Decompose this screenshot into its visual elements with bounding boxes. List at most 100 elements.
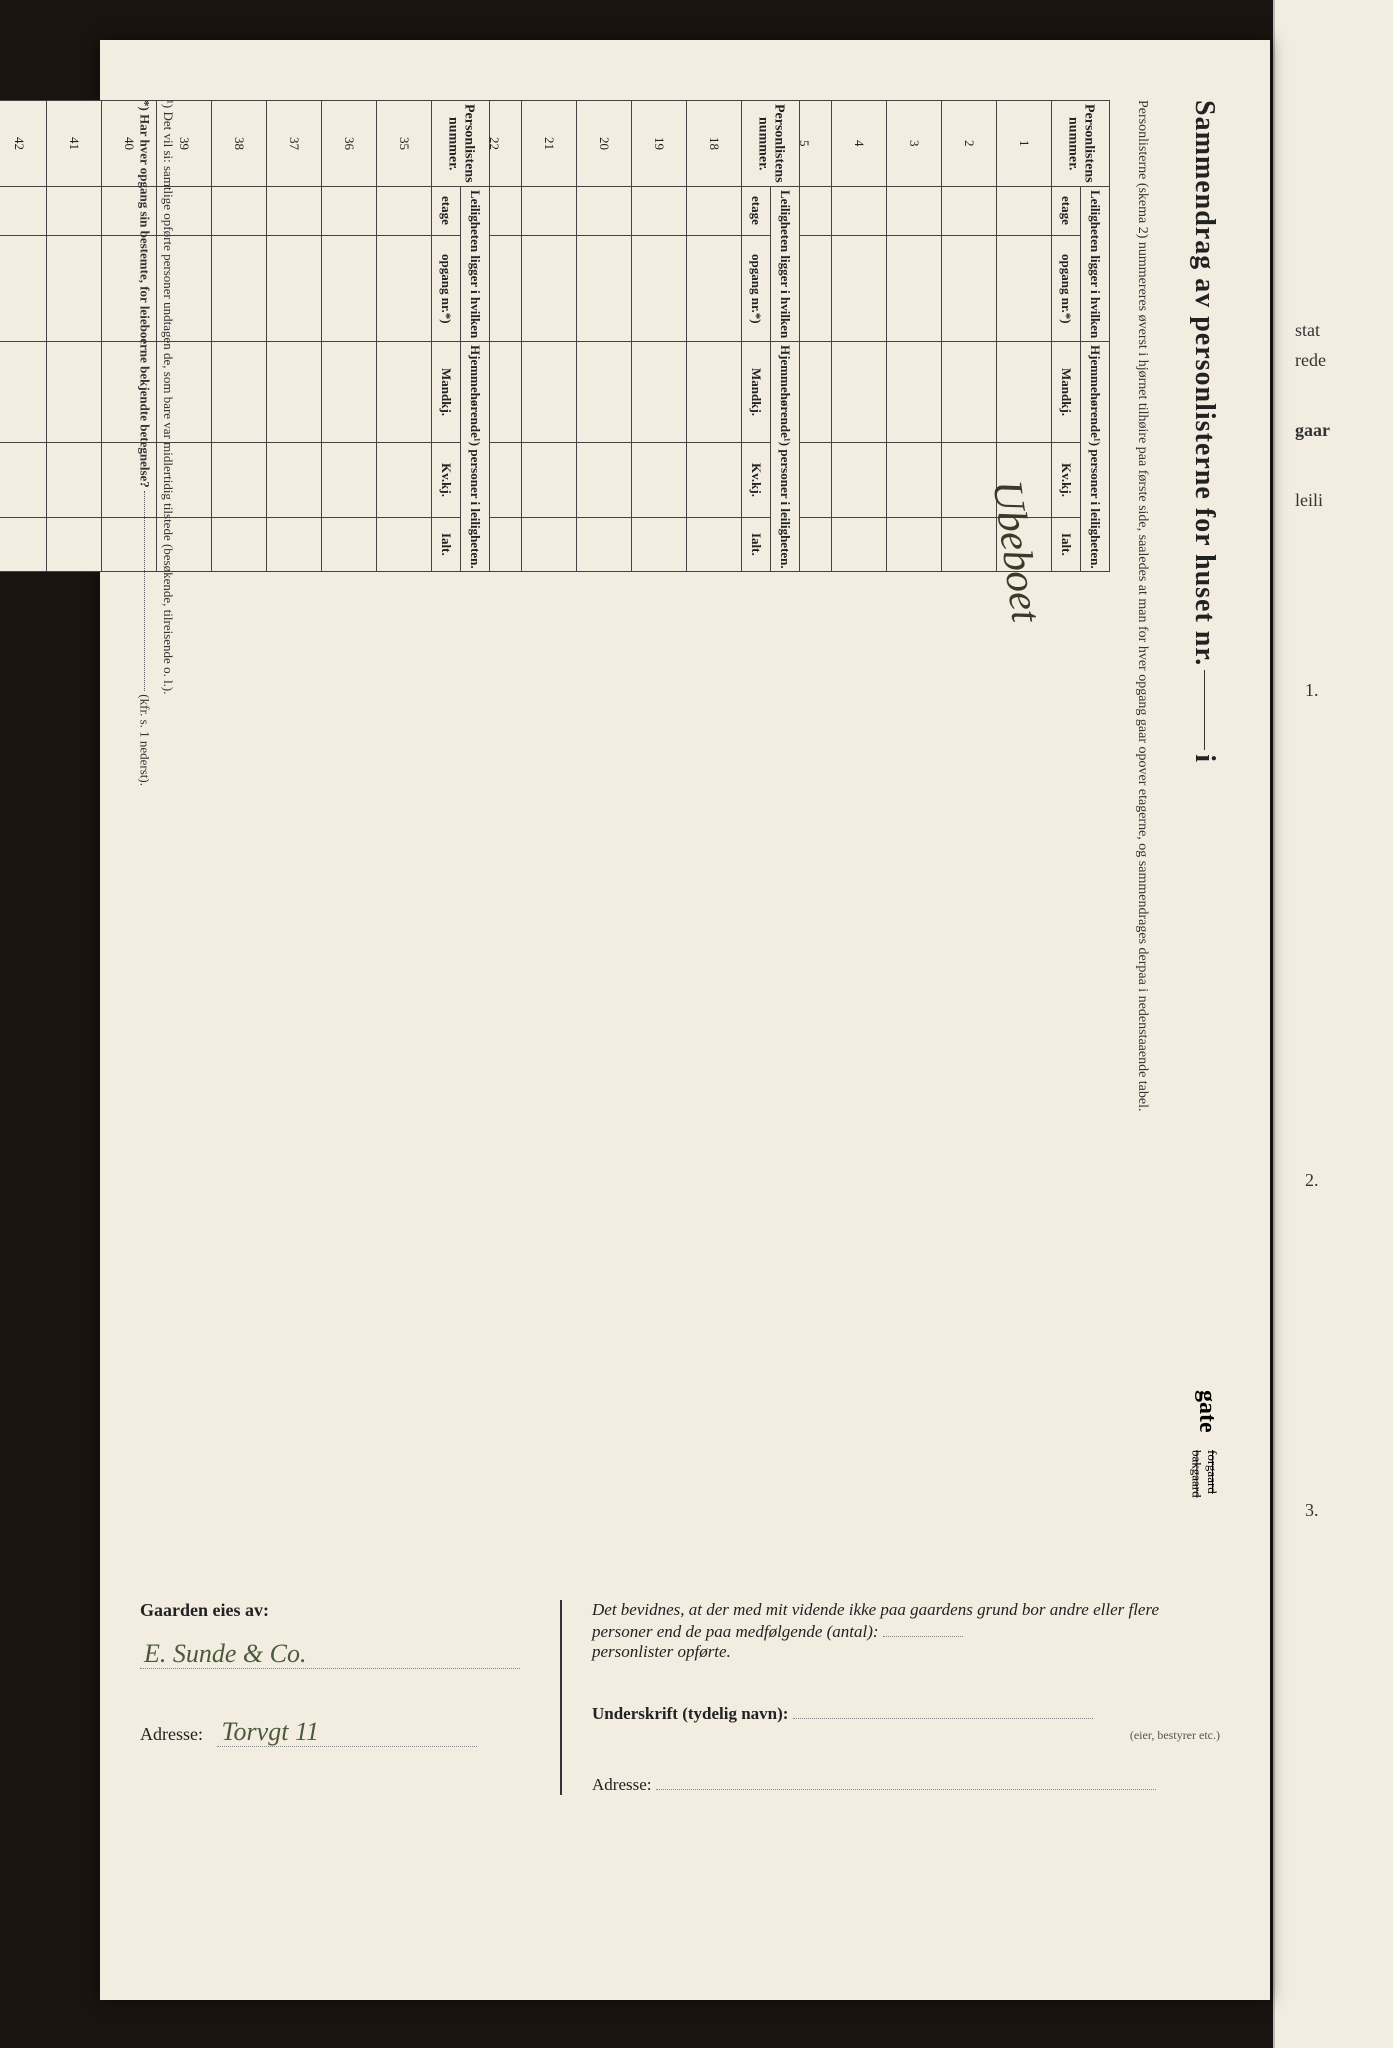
data-cell <box>887 442 942 517</box>
data-cell <box>0 517 47 572</box>
data-cell <box>377 236 432 342</box>
row-number: 42 <box>0 101 47 187</box>
table-row: 18 <box>687 101 742 572</box>
row-number: 4 <box>832 101 887 187</box>
hdr-mandkj: Mandkj. <box>1052 341 1081 442</box>
data-cell <box>577 442 632 517</box>
data-cell <box>577 186 632 235</box>
data-cell <box>522 186 577 235</box>
data-cell <box>577 517 632 572</box>
row-number: 2 <box>942 101 997 187</box>
data-cell <box>212 186 267 235</box>
data-cell <box>632 236 687 342</box>
data-cell <box>632 517 687 572</box>
data-cell <box>212 341 267 442</box>
data-cell <box>267 341 322 442</box>
data-cell <box>47 517 102 572</box>
data-cell <box>322 236 377 342</box>
table-row: 19 <box>632 101 687 572</box>
attest-text: Det bevidnes, at der med mit vidende ikk… <box>592 1600 1220 1662</box>
bakgaard-label: bakgaard <box>1189 1450 1204 1498</box>
data-cell <box>832 236 887 342</box>
table-block-3: Personlistens nummer.Leiligheten ligger … <box>0 100 490 1530</box>
data-cell <box>0 442 47 517</box>
row-number: 37 <box>267 101 322 187</box>
data-cell <box>322 442 377 517</box>
attest-address-blank <box>656 1773 1156 1790</box>
owner-block: Gaarden eies av: E. Sunde & Co. Adresse:… <box>140 1600 520 1777</box>
data-cell <box>887 517 942 572</box>
row-number: 36 <box>322 101 377 187</box>
main-title: Sammendrag av personlisterne for huset n… <box>1189 100 1220 666</box>
title-block: Sammendrag av personlisterne for huset n… <box>1160 100 1220 1530</box>
census-table-3: Personlistens nummer.Leiligheten ligger … <box>0 100 490 572</box>
frag-gaar: gaar <box>1295 420 1330 441</box>
subtitle: Personlisterne (skema 2) nummereres øver… <box>1134 100 1150 1530</box>
row-number: 18 <box>687 101 742 187</box>
hdr-opgang: opgang nr.*) <box>1052 236 1081 342</box>
gate-sublabel: forgaard bakgaard <box>1189 1450 1220 1498</box>
hdr-kvkj: Kv.kj. <box>742 442 771 517</box>
table-row: 3 <box>887 101 942 572</box>
data-cell <box>577 236 632 342</box>
data-cell <box>377 442 432 517</box>
hdr-opgang: opgang nr.*) <box>742 236 771 342</box>
frag-leili: leili <box>1295 490 1323 511</box>
footnote-2: *) Har hver opgang sin bestemte, for lei… <box>133 100 156 1526</box>
table-row: 38 <box>212 101 267 572</box>
data-cell <box>687 236 742 342</box>
data-cell <box>322 341 377 442</box>
data-cell <box>377 186 432 235</box>
data-cell <box>267 442 322 517</box>
hdr-hjemme: Hjemmehørende¹) personer i leiligheten. <box>771 341 800 572</box>
data-cell <box>887 341 942 442</box>
hdr-ialt: Ialt. <box>742 517 771 572</box>
table-row: 20 <box>577 101 632 572</box>
blank-line <box>1204 670 1205 750</box>
hdr-etage: etage <box>742 186 771 235</box>
data-cell <box>522 442 577 517</box>
data-cell <box>632 341 687 442</box>
frag-2: 2. <box>1305 1170 1319 1191</box>
data-cell <box>887 186 942 235</box>
row-number: 1 <box>997 101 1052 187</box>
data-cell <box>322 517 377 572</box>
frag-stat: stat <box>1295 320 1320 341</box>
data-cell <box>267 186 322 235</box>
hdr-personlist: Personlistens nummer. <box>1052 101 1110 187</box>
hdr-hjemme: Hjemmehørende¹) personer i leiligheten. <box>461 341 490 572</box>
data-cell <box>687 442 742 517</box>
row-number: 38 <box>212 101 267 187</box>
data-cell <box>942 186 997 235</box>
row-number: 20 <box>577 101 632 187</box>
data-cell <box>687 341 742 442</box>
hdr-ialt: Ialt. <box>432 517 461 572</box>
data-cell <box>632 442 687 517</box>
data-cell <box>212 236 267 342</box>
data-cell <box>47 442 102 517</box>
attest-line-1: Det bevidnes, at der med mit vidende ikk… <box>592 1600 1159 1641</box>
address-value: Torvgt 11 <box>217 1717 477 1747</box>
hdr-leilighet: Leiligheten ligger i hvilken <box>771 186 800 341</box>
table-row: 41 <box>47 101 102 572</box>
data-cell <box>632 186 687 235</box>
attest-count-blank <box>883 1620 963 1637</box>
row-number: 21 <box>522 101 577 187</box>
footnotes: ¹) Det vil si: samtlige opførte personer… <box>133 100 180 1530</box>
data-cell <box>212 517 267 572</box>
data-cell <box>832 186 887 235</box>
data-cell <box>267 517 322 572</box>
row-number: 35 <box>377 101 432 187</box>
data-cell <box>687 186 742 235</box>
table-row: 42 <box>0 101 47 572</box>
data-cell <box>0 341 47 442</box>
frag-rede: rede <box>1295 350 1326 371</box>
hdr-personlist: Personlistens nummer. <box>432 101 490 187</box>
data-cell <box>377 341 432 442</box>
footnote-blank <box>144 491 145 691</box>
hdr-kvkj: Kv.kj. <box>432 442 461 517</box>
frag-3: 3. <box>1305 1500 1319 1521</box>
hdr-opgang: opgang nr.*) <box>432 236 461 342</box>
data-cell <box>997 442 1052 517</box>
data-cell <box>577 341 632 442</box>
